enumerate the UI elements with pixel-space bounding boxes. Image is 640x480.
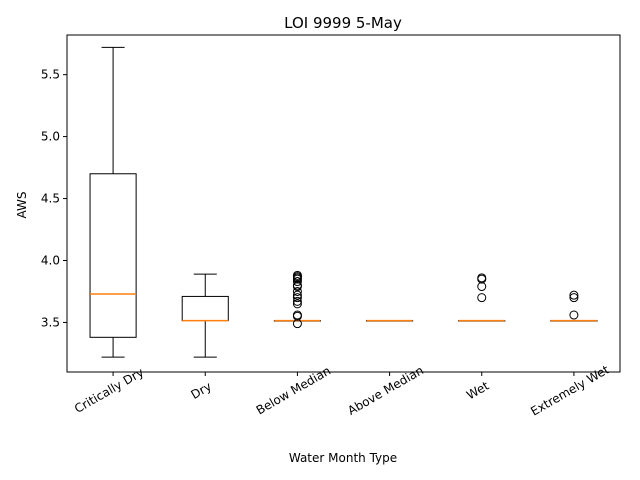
outlier-point	[292, 277, 302, 287]
outlier-point	[477, 293, 487, 303]
outlier-point	[569, 290, 579, 300]
x-tick-label: Extremely Wet	[528, 362, 611, 418]
outlier-point	[292, 319, 302, 329]
outlier-point	[477, 282, 487, 292]
outlier-point	[569, 293, 579, 303]
outlier-point	[292, 293, 302, 303]
y-tick-label: 4.0	[41, 253, 60, 267]
outlier-point	[292, 296, 302, 306]
outlier-point	[292, 310, 302, 320]
x-axis-label: Water Month Type	[289, 451, 397, 465]
outlier-point	[292, 280, 302, 290]
x-tick-label: Above Median	[345, 363, 426, 418]
y-tick-label: 3.5	[41, 315, 60, 329]
y-axis-label: AWS	[15, 191, 29, 218]
axes-frame	[66, 34, 621, 373]
outlier-point	[292, 299, 302, 309]
y-tick-label: 4.5	[41, 192, 60, 206]
outlier-point	[569, 310, 579, 320]
outlier-point	[477, 273, 487, 283]
outlier-point	[292, 270, 302, 280]
iqr-box	[181, 295, 229, 322]
x-tick-label: Wet	[464, 379, 491, 403]
outlier-point	[292, 286, 302, 296]
iqr-box	[89, 173, 137, 338]
x-tick-label: Dry	[189, 379, 214, 402]
y-tick-label: 5.5	[41, 68, 60, 82]
chart-title: LOI 9999 5-May	[284, 14, 402, 32]
x-tick-label: Critically Dry	[72, 365, 146, 416]
y-tick-label: 5.0	[41, 130, 60, 144]
outlier-point	[292, 290, 302, 300]
